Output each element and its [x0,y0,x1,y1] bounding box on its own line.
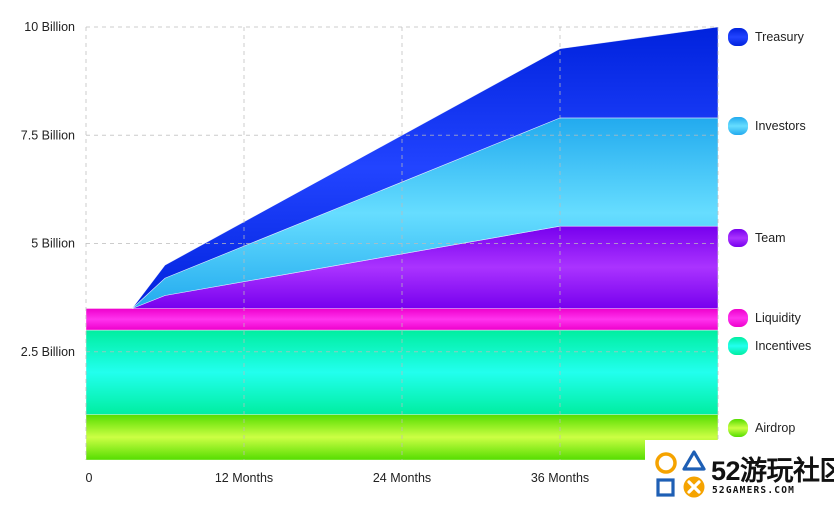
legend-label-airdrop: Airdrop [755,421,795,435]
x-tick-label: 36 Months [531,471,589,485]
legend-swatch-incentives [728,337,748,355]
x-tick-label: 24 Months [373,471,431,485]
legend-label-investors: Investors [755,119,806,133]
grid-lines [85,26,719,460]
legend-swatch-team [728,229,748,247]
area-layers [85,26,719,461]
watermark-site: 52GAMERS.COM [712,485,796,496]
x-tick-label: 12 Months [215,471,273,485]
legend: Airdrop Incentives Liquidity Team Investors T… [728,28,811,437]
legend-swatch-treasury [728,28,748,46]
gamepad-buttons-icon [655,450,706,498]
legend-label-team: Team [755,231,786,245]
y-tick-label: 5 Billion [31,237,75,251]
legend-swatch-investors [728,117,748,135]
legend-label-treasury: Treasury [755,30,805,44]
y-tick-label: 2.5 Billion [21,345,75,359]
watermark-brand: 52游玩社区 [711,456,834,486]
x-tick-label: 0 [86,471,93,485]
site-watermark: 52游玩社区 52GAMERS.COM [645,440,834,506]
y-tick-label: 10 Billion [24,20,75,34]
legend-label-incentives: Incentives [755,339,811,353]
legend-swatch-airdrop [728,419,748,437]
y-axis-ticks: 2.5 Billion 5 Billion 7.5 Billion 10 Billio… [21,20,75,359]
y-tick-label: 7.5 Billion [21,128,75,142]
legend-swatch-liquidity [728,309,748,327]
legend-label-liquidity: Liquidity [755,311,802,325]
area-treasury [131,26,719,309]
